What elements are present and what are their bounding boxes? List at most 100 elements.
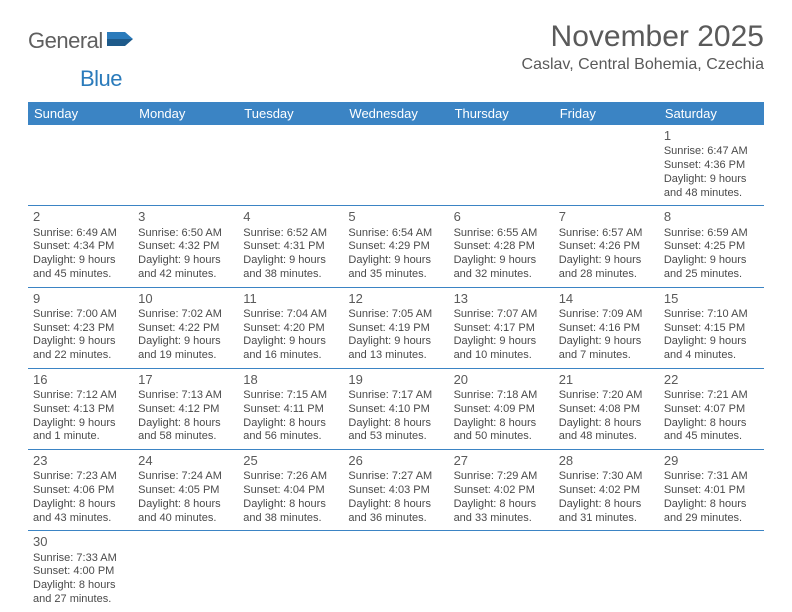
day-cell: 15Sunrise: 7:10 AMSunset: 4:15 PMDayligh… bbox=[659, 288, 764, 368]
daylight-text: Daylight: 8 hours and 27 minutes. bbox=[33, 579, 128, 607]
sunset-text: Sunset: 4:20 PM bbox=[243, 322, 338, 336]
sunset-text: Sunset: 4:32 PM bbox=[138, 240, 233, 254]
day-cell bbox=[449, 125, 554, 205]
weekday-header-row: Sunday Monday Tuesday Wednesday Thursday… bbox=[28, 102, 764, 125]
sunrise-text: Sunrise: 7:07 AM bbox=[454, 308, 549, 322]
sunrise-text: Sunrise: 7:30 AM bbox=[559, 470, 654, 484]
day-cell: 20Sunrise: 7:18 AMSunset: 4:09 PMDayligh… bbox=[449, 369, 554, 449]
sunrise-text: Sunrise: 7:04 AM bbox=[243, 308, 338, 322]
sunset-text: Sunset: 4:06 PM bbox=[33, 484, 128, 498]
day-number: 16 bbox=[33, 372, 128, 388]
sunset-text: Sunset: 4:11 PM bbox=[243, 403, 338, 417]
day-cell bbox=[343, 531, 448, 611]
sunset-text: Sunset: 4:13 PM bbox=[33, 403, 128, 417]
logo-flag-icon bbox=[107, 30, 133, 53]
daylight-text: Daylight: 9 hours and 38 minutes. bbox=[243, 254, 338, 282]
sunrise-text: Sunrise: 6:59 AM bbox=[664, 227, 759, 241]
day-number: 2 bbox=[33, 209, 128, 225]
day-cell: 24Sunrise: 7:24 AMSunset: 4:05 PMDayligh… bbox=[133, 450, 238, 530]
sunset-text: Sunset: 4:34 PM bbox=[33, 240, 128, 254]
week-row: 23Sunrise: 7:23 AMSunset: 4:06 PMDayligh… bbox=[28, 450, 764, 531]
day-cell: 2Sunrise: 6:49 AMSunset: 4:34 PMDaylight… bbox=[28, 206, 133, 286]
day-number: 3 bbox=[138, 209, 233, 225]
sunset-text: Sunset: 4:01 PM bbox=[664, 484, 759, 498]
day-number: 22 bbox=[664, 372, 759, 388]
day-cell: 29Sunrise: 7:31 AMSunset: 4:01 PMDayligh… bbox=[659, 450, 764, 530]
sunset-text: Sunset: 4:29 PM bbox=[348, 240, 443, 254]
day-number: 24 bbox=[138, 453, 233, 469]
day-number: 7 bbox=[559, 209, 654, 225]
daylight-text: Daylight: 8 hours and 33 minutes. bbox=[454, 498, 549, 526]
day-number: 10 bbox=[138, 291, 233, 307]
day-cell: 5Sunrise: 6:54 AMSunset: 4:29 PMDaylight… bbox=[343, 206, 448, 286]
sunrise-text: Sunrise: 7:00 AM bbox=[33, 308, 128, 322]
day-cell: 12Sunrise: 7:05 AMSunset: 4:19 PMDayligh… bbox=[343, 288, 448, 368]
day-cell: 1Sunrise: 6:47 AMSunset: 4:36 PMDaylight… bbox=[659, 125, 764, 205]
day-cell: 21Sunrise: 7:20 AMSunset: 4:08 PMDayligh… bbox=[554, 369, 659, 449]
sunset-text: Sunset: 4:05 PM bbox=[138, 484, 233, 498]
sunset-text: Sunset: 4:28 PM bbox=[454, 240, 549, 254]
daylight-text: Daylight: 9 hours and 13 minutes. bbox=[348, 335, 443, 363]
day-number: 17 bbox=[138, 372, 233, 388]
day-number: 27 bbox=[454, 453, 549, 469]
day-number: 15 bbox=[664, 291, 759, 307]
sunset-text: Sunset: 4:04 PM bbox=[243, 484, 338, 498]
daylight-text: Daylight: 9 hours and 7 minutes. bbox=[559, 335, 654, 363]
sunrise-text: Sunrise: 7:20 AM bbox=[559, 389, 654, 403]
day-cell: 14Sunrise: 7:09 AMSunset: 4:16 PMDayligh… bbox=[554, 288, 659, 368]
sunrise-text: Sunrise: 7:29 AM bbox=[454, 470, 549, 484]
day-cell bbox=[659, 531, 764, 611]
sunset-text: Sunset: 4:19 PM bbox=[348, 322, 443, 336]
day-cell bbox=[554, 531, 659, 611]
sunset-text: Sunset: 4:10 PM bbox=[348, 403, 443, 417]
daylight-text: Daylight: 8 hours and 58 minutes. bbox=[138, 417, 233, 445]
week-row: 16Sunrise: 7:12 AMSunset: 4:13 PMDayligh… bbox=[28, 369, 764, 450]
sunset-text: Sunset: 4:17 PM bbox=[454, 322, 549, 336]
sunset-text: Sunset: 4:23 PM bbox=[33, 322, 128, 336]
day-number: 4 bbox=[243, 209, 338, 225]
sunrise-text: Sunrise: 7:13 AM bbox=[138, 389, 233, 403]
day-cell: 28Sunrise: 7:30 AMSunset: 4:02 PMDayligh… bbox=[554, 450, 659, 530]
day-number: 28 bbox=[559, 453, 654, 469]
day-number: 18 bbox=[243, 372, 338, 388]
day-cell: 9Sunrise: 7:00 AMSunset: 4:23 PMDaylight… bbox=[28, 288, 133, 368]
sunrise-text: Sunrise: 6:52 AM bbox=[243, 227, 338, 241]
sunset-text: Sunset: 4:00 PM bbox=[33, 565, 128, 579]
day-number: 26 bbox=[348, 453, 443, 469]
weekday-header: Wednesday bbox=[343, 102, 448, 125]
sunset-text: Sunset: 4:08 PM bbox=[559, 403, 654, 417]
daylight-text: Daylight: 9 hours and 22 minutes. bbox=[33, 335, 128, 363]
day-number: 19 bbox=[348, 372, 443, 388]
daylight-text: Daylight: 9 hours and 1 minute. bbox=[33, 417, 128, 445]
sunrise-text: Sunrise: 7:23 AM bbox=[33, 470, 128, 484]
weekday-header: Tuesday bbox=[238, 102, 343, 125]
day-cell: 10Sunrise: 7:02 AMSunset: 4:22 PMDayligh… bbox=[133, 288, 238, 368]
day-number: 11 bbox=[243, 291, 338, 307]
day-cell: 23Sunrise: 7:23 AMSunset: 4:06 PMDayligh… bbox=[28, 450, 133, 530]
week-row: 2Sunrise: 6:49 AMSunset: 4:34 PMDaylight… bbox=[28, 206, 764, 287]
sunrise-text: Sunrise: 7:27 AM bbox=[348, 470, 443, 484]
sunset-text: Sunset: 4:03 PM bbox=[348, 484, 443, 498]
daylight-text: Daylight: 8 hours and 48 minutes. bbox=[559, 417, 654, 445]
page-title: November 2025 bbox=[522, 20, 764, 54]
day-cell: 26Sunrise: 7:27 AMSunset: 4:03 PMDayligh… bbox=[343, 450, 448, 530]
day-cell: 3Sunrise: 6:50 AMSunset: 4:32 PMDaylight… bbox=[133, 206, 238, 286]
sunrise-text: Sunrise: 7:33 AM bbox=[33, 552, 128, 566]
day-number: 30 bbox=[33, 534, 128, 550]
day-cell: 25Sunrise: 7:26 AMSunset: 4:04 PMDayligh… bbox=[238, 450, 343, 530]
day-cell: 8Sunrise: 6:59 AMSunset: 4:25 PMDaylight… bbox=[659, 206, 764, 286]
day-cell bbox=[133, 531, 238, 611]
daylight-text: Daylight: 9 hours and 16 minutes. bbox=[243, 335, 338, 363]
daylight-text: Daylight: 8 hours and 43 minutes. bbox=[33, 498, 128, 526]
day-cell bbox=[28, 125, 133, 205]
day-number: 9 bbox=[33, 291, 128, 307]
sunrise-text: Sunrise: 7:15 AM bbox=[243, 389, 338, 403]
day-number: 29 bbox=[664, 453, 759, 469]
sunrise-text: Sunrise: 7:18 AM bbox=[454, 389, 549, 403]
daylight-text: Daylight: 8 hours and 56 minutes. bbox=[243, 417, 338, 445]
day-number: 23 bbox=[33, 453, 128, 469]
sunrise-text: Sunrise: 7:17 AM bbox=[348, 389, 443, 403]
daylight-text: Daylight: 8 hours and 38 minutes. bbox=[243, 498, 338, 526]
day-cell: 4Sunrise: 6:52 AMSunset: 4:31 PMDaylight… bbox=[238, 206, 343, 286]
logo-text-general: General bbox=[28, 28, 103, 54]
